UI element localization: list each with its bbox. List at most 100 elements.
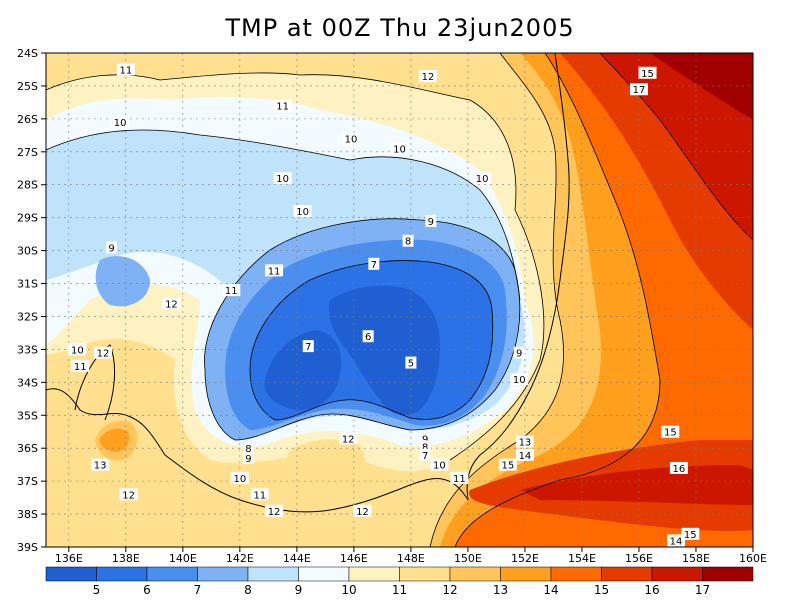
x-axis: 136E 138E 140E 142E 144E 146E 148E 150E 152E 154E… [55,547,767,565]
contour-label: 15 [684,530,697,541]
contour-label-bg [669,461,688,474]
contour-label-bg [515,435,534,448]
plot-frame [45,52,754,548]
contour-label-bg [302,340,314,353]
colorbar-tick-label: 17 [695,583,710,597]
contour-label-bg [91,458,110,471]
contour-label: 10 [393,145,406,156]
x-tick-label: 158E [682,552,710,565]
contour-label-bg [68,343,87,356]
contour-label-bg [473,172,492,185]
contour-label: 12 [356,507,369,518]
colorbar-tick-label: 16 [644,583,659,597]
x-tick-label: 150E [454,552,482,565]
contour-label-bg [419,432,431,445]
contour-label: 11 [74,362,87,373]
band-5-6 [264,285,440,416]
contour-label: 11 [453,474,466,485]
contour-label-bg [222,284,241,297]
contour-label-bg [629,83,648,96]
colorbar-tick-label: 10 [341,583,356,597]
contour-label: 9 [108,243,114,254]
y-tick-label: 27S [17,146,38,159]
contour-label-bg [419,70,438,83]
contour-label: 12 [342,434,355,445]
colorbar-swatch [449,566,501,582]
contour-label: 9 [516,349,522,360]
contour-label-bg [450,471,469,484]
contour-label-bg [681,527,700,540]
x-tick-label: 142E [226,552,254,565]
contour-label: 13 [94,461,107,472]
contour-label: 12 [422,72,435,83]
contour-label: 9 [422,434,428,445]
contour-label: 7 [371,260,377,271]
contour-label-bg [362,330,374,343]
colorbar-tick-label: 15 [594,583,609,597]
y-axis: 24S 25S 26S 27S 28S 29S 30S 31S 32S 33S 34S 35S 36S 3… [17,47,46,554]
contour-label-bg [405,356,417,369]
colorbar-swatch [348,566,400,582]
contour-label: 8 [245,444,251,455]
x-tick-label: 148E [397,552,425,565]
contour-label: 17 [633,85,646,96]
contour-label-bg [250,488,269,501]
contour-label-bg [106,241,118,254]
contour-label: 12 [97,349,110,360]
warm-patch-south [285,439,366,519]
coastline [46,53,570,513]
colorbar-swatch [45,566,97,582]
colorbar-swatch [601,566,653,582]
contour-line [454,53,661,547]
contour-label-bg [273,172,292,185]
contour-label-bg [293,205,312,218]
colorbar-swatch [197,566,249,582]
y-tick-label: 35S [17,409,38,422]
x-tick-label: 140E [169,552,197,565]
page-title: TMP at 00Z Thu 23jun2005 [225,14,575,42]
y-tick-label: 34S [17,376,38,389]
colorbar-swatch [298,566,350,582]
contour-label: 9 [428,217,434,228]
contour-label: 5 [408,359,414,370]
contour-label: 10 [513,375,526,386]
x-tick-label: 160E [739,552,767,565]
colorbar-tick-label: 9 [295,583,303,597]
contour-label-bg [390,142,409,155]
band-above-18 [650,53,753,120]
y-tick-label: 31S [17,278,38,291]
contour-label: 10 [296,207,309,218]
spencer-gulf [74,344,115,421]
contour-label-bg [342,132,361,145]
contour-label: 10 [433,461,446,472]
contour-label-bg [242,452,254,465]
warm-patch-sw-core [99,428,130,452]
contour-label: 11 [225,286,238,297]
contour-label-bg [638,66,657,79]
contour-label-bg [111,116,130,129]
colorbar-swatch [500,566,552,582]
contour-label-bg [353,504,372,517]
y-tick-label: 32S [17,310,38,323]
contour-label-bg [116,63,135,76]
contour-label: 12 [122,490,135,501]
y-tick-label: 26S [17,113,38,126]
y-tick-label: 28S [17,179,38,192]
colorbar-tick-label: 11 [392,583,407,597]
band-17-18 [520,53,753,505]
y-tick-label: 39S [17,541,38,554]
contour-label: 10 [233,474,246,485]
contour-line [599,53,753,241]
contour-label-bg [368,257,380,270]
colorbar-swatch [96,566,148,582]
colorbar-tick-label: 8 [244,583,252,597]
colorbar-tick-label: 13 [493,583,508,597]
colorbar-swatch [399,566,451,582]
contour-label-bg [242,442,254,455]
contour-label: 15 [664,428,677,439]
contour-label: 14 [670,536,683,547]
colorbar-swatch [146,566,198,582]
australia-south-coast [46,388,469,513]
y-tick-label: 33S [17,343,38,356]
contour-line [46,129,521,301]
